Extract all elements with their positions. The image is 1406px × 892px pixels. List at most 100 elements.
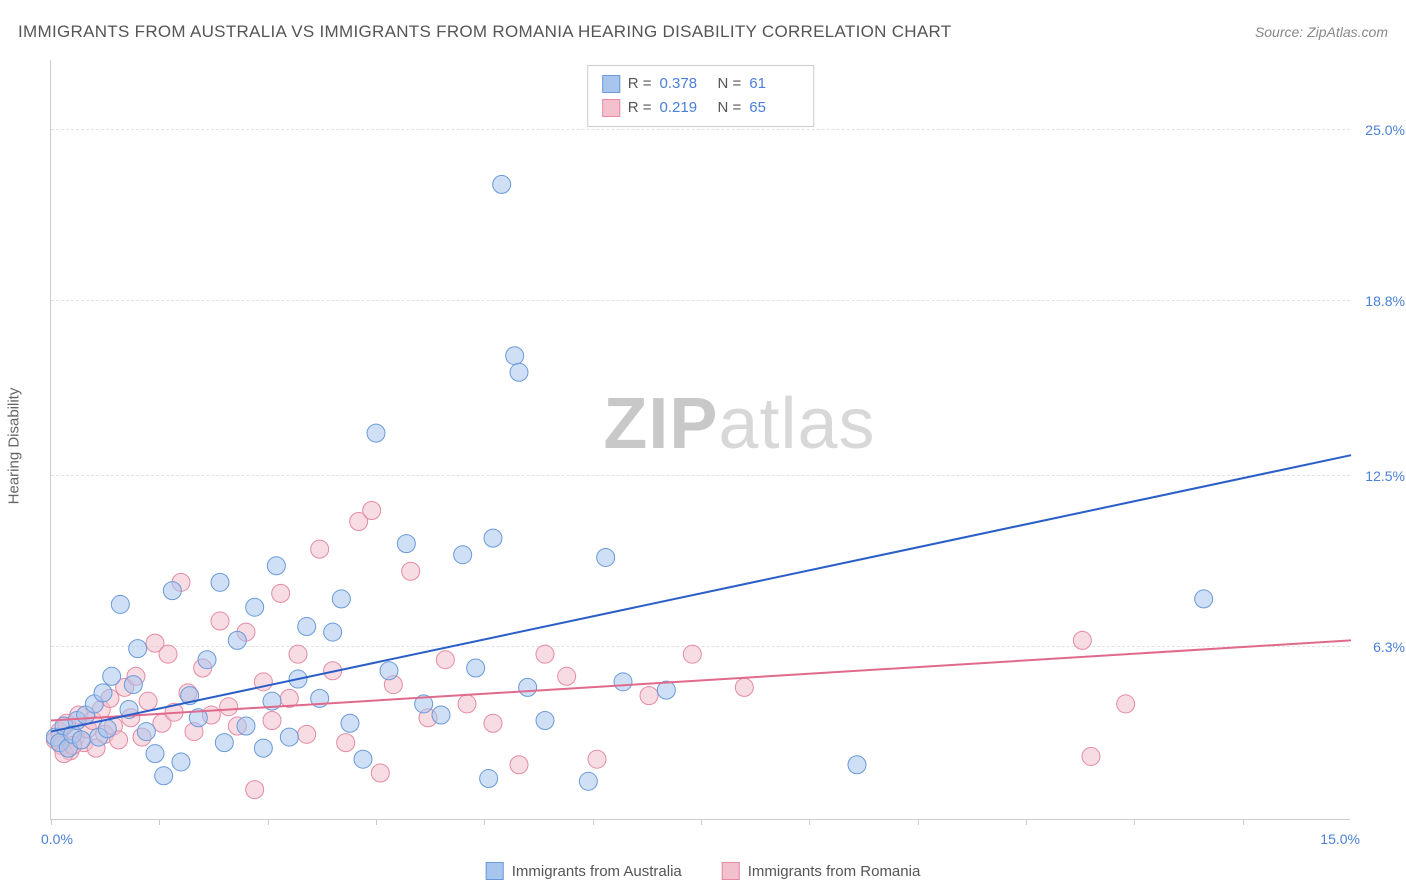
data-point <box>228 631 246 649</box>
data-point <box>94 684 112 702</box>
data-point <box>467 659 485 677</box>
data-point <box>506 347 524 365</box>
data-point <box>220 698 238 716</box>
data-point <box>1073 631 1091 649</box>
data-point <box>139 692 157 710</box>
y-axis-title: Hearing Disability <box>6 388 23 505</box>
y-tick-label: 12.5% <box>1365 468 1405 484</box>
data-point <box>103 667 121 685</box>
data-point <box>215 734 233 752</box>
data-point <box>454 546 472 564</box>
legend: Immigrants from Australia Immigrants fro… <box>486 862 921 880</box>
stat-box: R = 0.378 N = 61 R = 0.219 N = 65 <box>587 65 815 127</box>
data-point <box>263 712 281 730</box>
data-point <box>324 623 342 641</box>
data-point <box>72 731 90 749</box>
data-point <box>211 573 229 591</box>
data-point <box>848 756 866 774</box>
data-point <box>1082 747 1100 765</box>
stat-row-series1: R = 0.378 N = 61 <box>602 72 800 96</box>
x-tick <box>1243 819 1244 825</box>
data-point <box>432 706 450 724</box>
x-tick <box>1134 819 1135 825</box>
data-point <box>588 750 606 768</box>
data-point <box>519 678 537 696</box>
data-point <box>579 772 597 790</box>
legend-item-series2: Immigrants from Romania <box>722 862 921 880</box>
data-point <box>246 781 264 799</box>
data-point <box>298 725 316 743</box>
y-tick-label: 18.8% <box>1365 293 1405 309</box>
data-point <box>341 714 359 732</box>
data-point <box>436 651 454 669</box>
data-point <box>493 175 511 193</box>
y-tick-label: 6.3% <box>1373 639 1405 655</box>
title-bar: IMMIGRANTS FROM AUSTRALIA VS IMMIGRANTS … <box>18 18 1388 46</box>
swatch-series2 <box>602 99 620 117</box>
chart-title: IMMIGRANTS FROM AUSTRALIA VS IMMIGRANTS … <box>18 22 951 42</box>
data-point <box>289 645 307 663</box>
data-point <box>735 678 753 696</box>
data-point <box>198 651 216 669</box>
swatch-series1-icon <box>486 862 504 880</box>
data-point <box>159 645 177 663</box>
data-point <box>367 424 385 442</box>
data-point <box>211 612 229 630</box>
data-point <box>337 734 355 752</box>
x-tick <box>51 819 52 825</box>
x-tick <box>809 819 810 825</box>
data-point <box>614 673 632 691</box>
regression-line <box>51 455 1351 731</box>
x-tick <box>484 819 485 825</box>
data-point <box>272 584 290 602</box>
x-axis-min-label: 0.0% <box>41 831 73 847</box>
data-point <box>332 590 350 608</box>
r-label: R = <box>628 72 652 96</box>
data-point <box>402 562 420 580</box>
data-point <box>597 548 615 566</box>
data-point <box>267 557 285 575</box>
swatch-series1 <box>602 75 620 93</box>
data-point <box>98 720 116 738</box>
n-value-series1: 61 <box>749 72 799 96</box>
n-label: N = <box>718 72 742 96</box>
data-point <box>354 750 372 768</box>
data-point <box>480 770 498 788</box>
x-axis-max-label: 15.0% <box>1320 831 1360 847</box>
r-value-series2: 0.219 <box>660 96 710 120</box>
stat-row-series2: R = 0.219 N = 65 <box>602 96 800 120</box>
data-point <box>129 640 147 658</box>
data-point <box>137 723 155 741</box>
data-point <box>124 676 142 694</box>
data-point <box>458 695 476 713</box>
source-attribution: Source: ZipAtlas.com <box>1255 24 1388 40</box>
x-tick <box>159 819 160 825</box>
x-tick <box>376 819 377 825</box>
scatter-plot <box>51 60 1350 819</box>
data-point <box>163 582 181 600</box>
x-tick <box>1026 819 1027 825</box>
n-label: N = <box>718 96 742 120</box>
y-tick-label: 25.0% <box>1365 122 1405 138</box>
data-point <box>536 645 554 663</box>
data-point <box>280 728 298 746</box>
data-point <box>1195 590 1213 608</box>
data-point <box>640 687 658 705</box>
data-point <box>558 667 576 685</box>
data-point <box>311 540 329 558</box>
swatch-series2-icon <box>722 862 740 880</box>
data-point <box>155 767 173 785</box>
data-point <box>536 712 554 730</box>
legend-label-series1: Immigrants from Australia <box>512 863 682 880</box>
legend-item-series1: Immigrants from Australia <box>486 862 682 880</box>
data-point <box>246 598 264 616</box>
data-point <box>172 753 190 771</box>
data-point <box>380 662 398 680</box>
data-point <box>510 363 528 381</box>
data-point <box>363 501 381 519</box>
r-label: R = <box>628 96 652 120</box>
n-value-series2: 65 <box>749 96 799 120</box>
data-point <box>298 618 316 636</box>
r-value-series1: 0.378 <box>660 72 710 96</box>
data-point <box>146 745 164 763</box>
